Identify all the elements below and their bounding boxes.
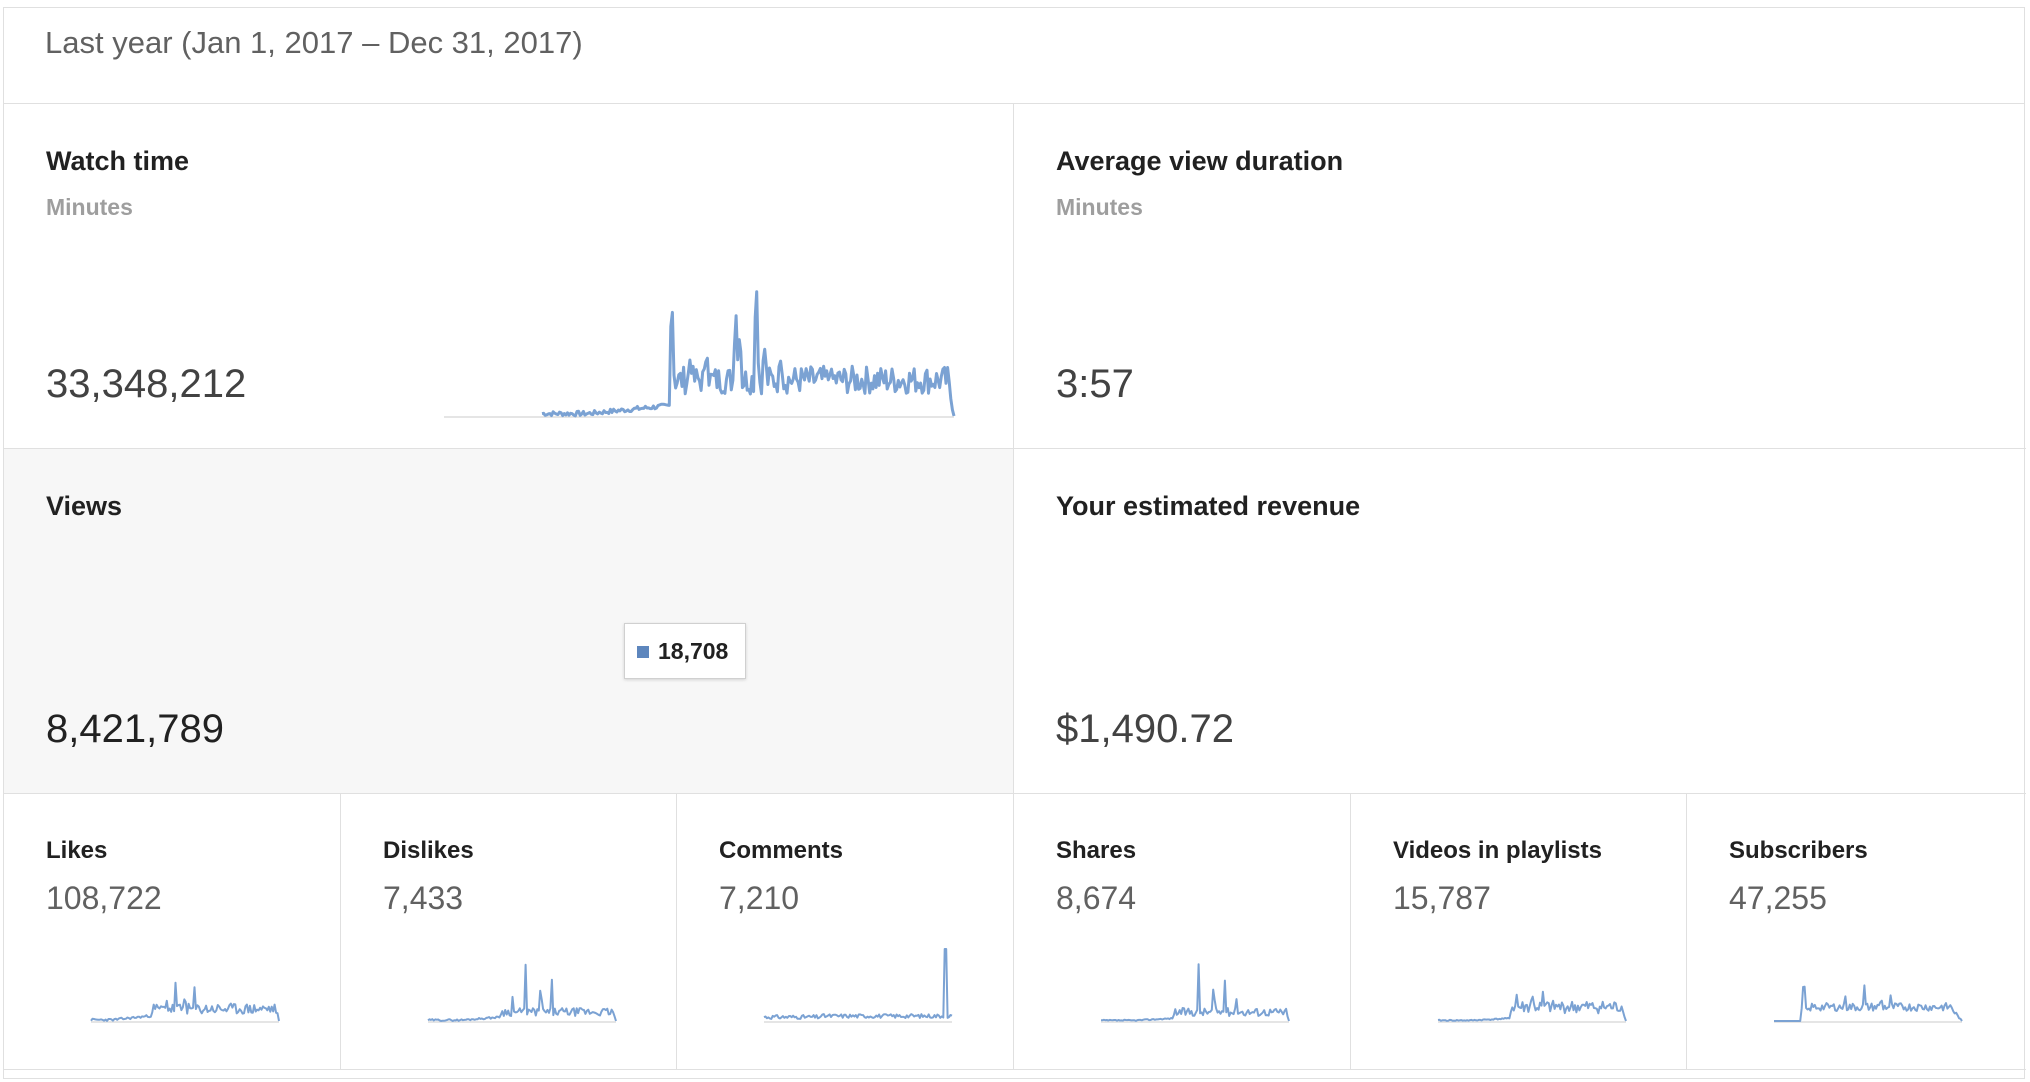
views-card[interactable]: Views 8,421,789 — [4, 449, 1014, 794]
subscribers-card[interactable]: Subscribers 47,255 — [1687, 794, 2026, 1070]
card-subtitle: Minutes — [1056, 194, 1143, 220]
comments-sparkline — [763, 948, 953, 1023]
card-value: 7,210 — [719, 880, 800, 916]
card-title: Shares — [1056, 837, 1137, 864]
card-title: Watch time — [46, 146, 190, 176]
revenue-sparkline — [1014, 449, 2026, 794]
sparkline-series — [763, 948, 953, 1020]
views-tooltip: 18,708 — [624, 623, 746, 679]
card-value: 7,433 — [383, 880, 464, 916]
sparkline-series — [1101, 963, 1290, 1022]
card-title: Your estimated revenue — [1056, 491, 1361, 521]
dislikes-card[interactable]: Dislikes 7,433 — [341, 794, 677, 1070]
card-subtitle: Minutes — [46, 194, 133, 220]
card-value: 8,421,789 — [46, 707, 224, 751]
subscribers-sparkline — [1774, 984, 1963, 1023]
videos-in-playlists-sparkline — [1437, 990, 1627, 1023]
card-value: 3:57 — [1056, 362, 1134, 406]
sparkline-series — [90, 981, 280, 1022]
card-title: Comments — [719, 837, 844, 864]
card-value: 33,348,212 — [46, 362, 247, 406]
tooltip-value: 18,708 — [658, 638, 729, 664]
sparkline-series — [541, 290, 956, 418]
card-title: Dislikes — [383, 837, 474, 864]
dislikes-sparkline — [427, 963, 617, 1023]
sparkline-series — [1437, 990, 1627, 1022]
date-range-header[interactable]: Last year (Jan 1, 2017 – Dec 31, 2017) — [4, 8, 2024, 104]
card-value: 15,787 — [1393, 880, 1491, 916]
metrics-panel: Last year (Jan 1, 2017 – Dec 31, 2017) W… — [3, 7, 2026, 1079]
likes-card[interactable]: Likes 108,722 — [4, 794, 341, 1070]
series-swatch — [637, 646, 649, 658]
videos-in-playlists-card[interactable]: Videos in playlists 15,787 — [1351, 794, 1687, 1070]
card-title: Average view duration — [1056, 146, 1344, 176]
watch-time-card[interactable]: Watch time Minutes 33,348,212 — [4, 104, 1014, 449]
likes-sparkline — [90, 981, 280, 1023]
card-title: Views — [46, 491, 123, 521]
card-value: $1,490.72 — [1056, 707, 1234, 751]
card-title: Videos in playlists — [1393, 837, 1602, 864]
comments-card[interactable]: Comments 7,210 — [677, 794, 1014, 1070]
shares-card[interactable]: Shares 8,674 — [1014, 794, 1351, 1070]
views-sparkline — [4, 449, 1014, 794]
watch-time-sparkline — [444, 290, 956, 418]
estimated-revenue-card[interactable]: Your estimated revenue $1,490.72 — [1014, 449, 2026, 794]
card-title: Subscribers — [1729, 837, 1868, 864]
sparkline-series — [1774, 984, 1963, 1022]
card-value: 47,255 — [1729, 880, 1827, 916]
card-title: Likes — [46, 837, 108, 864]
date-range-label: Last year (Jan 1, 2017 – Dec 31, 2017) — [45, 25, 583, 60]
card-value: 8,674 — [1056, 880, 1137, 916]
sparkline-series — [427, 963, 617, 1022]
avg-view-duration-sparkline — [1014, 104, 2026, 449]
avg-view-duration-card[interactable]: Average view duration Minutes 3:57 — [1014, 104, 2026, 449]
card-value: 108,722 — [46, 880, 162, 916]
shares-sparkline — [1101, 963, 1290, 1023]
